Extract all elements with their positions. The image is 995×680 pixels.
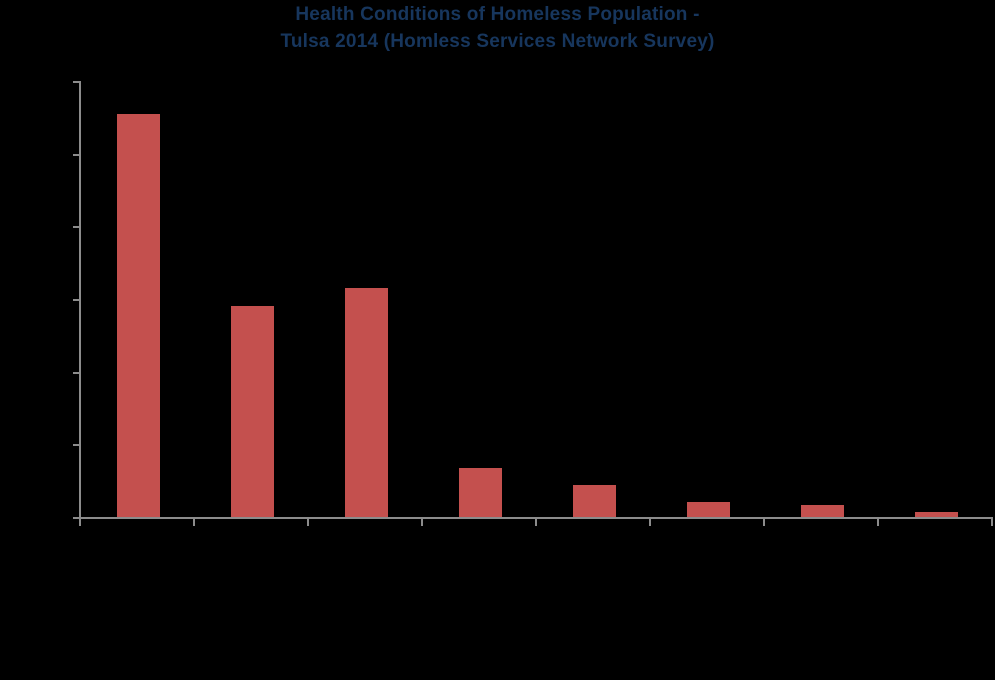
y-axis-tick <box>73 81 81 83</box>
chart-title-line2: Tulsa 2014 (Homless Services Network Sur… <box>280 31 715 52</box>
x-axis-tick <box>877 519 879 526</box>
bar <box>230 306 274 517</box>
y-axis-tick <box>73 299 81 301</box>
x-axis-tick <box>79 519 81 526</box>
bar <box>458 468 502 517</box>
x-axis-tick <box>193 519 195 526</box>
bar <box>116 113 160 517</box>
x-axis-tick <box>991 519 993 526</box>
x-axis-tick <box>649 519 651 526</box>
chart-title: Health Conditions of Homeless Population… <box>0 1 995 55</box>
y-axis-tick <box>73 226 81 229</box>
x-axis-tick <box>535 519 537 526</box>
bar <box>344 288 388 517</box>
x-axis-tick <box>421 519 423 526</box>
y-axis-tick <box>73 444 81 447</box>
bar <box>686 502 730 517</box>
bar <box>800 504 844 517</box>
x-axis-line <box>74 517 993 519</box>
bar <box>572 485 616 517</box>
chart-title-line1: Health Conditions of Homeless Population… <box>295 4 700 25</box>
bar <box>914 511 958 517</box>
y-axis-tick <box>73 153 81 156</box>
y-axis-tick <box>73 371 81 374</box>
x-axis-tick <box>763 519 765 526</box>
x-axis-tick <box>307 519 309 526</box>
y-axis-tick <box>73 517 81 519</box>
